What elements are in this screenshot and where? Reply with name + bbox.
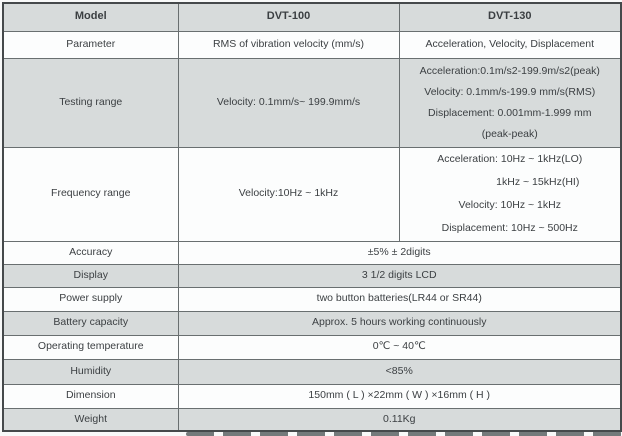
row-testing-range-dvt100: Velocity: 0.1mm/s~ 199.9mm/s bbox=[177, 57, 400, 148]
row-frequency-range-dvt130: Acceleration: 10Hz ~ 1kHz(LO) 1kHz ~ 15k… bbox=[398, 146, 622, 242]
header-dvt130: DVT-130 bbox=[398, 2, 622, 32]
row-humidity-label: Humidity bbox=[2, 358, 179, 385]
testing-range-line-velocity: Velocity: 0.1mm/s-199.9 mm/s(RMS) bbox=[424, 85, 596, 98]
row-display-label: Display bbox=[2, 263, 179, 288]
row-testing-range-dvt130: Acceleration:0.1m/s2-199.9m/s2(peak) Vel… bbox=[398, 57, 622, 148]
row-operating-temperature-value: 0℃ ~ 40℃ bbox=[177, 334, 622, 360]
header-model: Model bbox=[2, 2, 179, 32]
row-frequency-range-dvt100: Velocity:10Hz ~ 1kHz bbox=[177, 146, 400, 242]
row-operating-temperature: Operating temperature 0℃ ~ 40℃ bbox=[2, 334, 622, 360]
row-dimension-label: Dimension bbox=[2, 383, 179, 409]
row-operating-temperature-label: Operating temperature bbox=[2, 334, 179, 360]
frequency-range-line-displacement: Displacement: 10Hz ~ 500Hz bbox=[441, 222, 578, 234]
row-frequency-range-label: Frequency range bbox=[2, 146, 179, 242]
row-power-supply: Power supply two button batteries(LR44 o… bbox=[2, 286, 622, 312]
row-weight: Weight 0.11Kg bbox=[2, 407, 622, 432]
row-parameter-label: Parameter bbox=[2, 30, 179, 59]
row-weight-label: Weight bbox=[2, 407, 179, 432]
row-dimension-value: 150mm ( L ) ×22mm ( W ) ×16mm ( H ) bbox=[177, 383, 622, 409]
testing-range-line-acceleration: Acceleration:0.1m/s2-199.9m/s2(peak) bbox=[419, 64, 600, 77]
row-humidity: Humidity <85% bbox=[2, 358, 622, 385]
row-accuracy: Accuracy ±5% ± 2digits bbox=[2, 240, 622, 265]
testing-range-line-peak-peak: (peak-peak) bbox=[481, 127, 538, 140]
row-battery-capacity-value: Approx. 5 hours working continuously bbox=[177, 310, 622, 336]
row-frequency-range: Frequency range Velocity:10Hz ~ 1kHz Acc… bbox=[2, 146, 622, 242]
row-power-supply-value: two button batteries(LR44 or SR44) bbox=[177, 286, 622, 312]
row-display-value: 3 1/2 digits LCD bbox=[177, 263, 622, 288]
row-parameter-dvt130: Acceleration, Velocity, Displacement bbox=[398, 30, 622, 59]
row-weight-value: 0.11Kg bbox=[177, 407, 622, 432]
row-battery-capacity-label: Battery capacity bbox=[2, 310, 179, 336]
row-battery-capacity: Battery capacity Approx. 5 hours working… bbox=[2, 310, 622, 336]
row-display: Display 3 1/2 digits LCD bbox=[2, 263, 622, 288]
row-accuracy-value: ±5% ± 2digits bbox=[177, 240, 622, 265]
testing-range-line-displacement: Displacement: 0.001mm-1.999 mm bbox=[428, 106, 592, 119]
row-dimension: Dimension 150mm ( L ) ×22mm ( W ) ×16mm … bbox=[2, 383, 622, 409]
row-power-supply-label: Power supply bbox=[2, 286, 179, 312]
frequency-range-line-velocity: Velocity: 10Hz ~ 1kHz bbox=[458, 199, 561, 211]
row-parameter-dvt100: RMS of vibration velocity (mm/s) bbox=[177, 30, 400, 59]
row-humidity-value: <85% bbox=[177, 358, 622, 385]
header-dvt100: DVT-100 bbox=[177, 2, 400, 32]
scan-edge-artifact bbox=[186, 432, 622, 436]
row-testing-range-label: Testing range bbox=[2, 57, 179, 148]
frequency-range-line-acceleration-hi: 1kHz ~ 15kHz(HI) bbox=[496, 176, 580, 188]
row-testing-range: Testing range Velocity: 0.1mm/s~ 199.9mm… bbox=[2, 57, 622, 148]
row-accuracy-label: Accuracy bbox=[2, 240, 179, 265]
row-parameter: Parameter RMS of vibration velocity (mm/… bbox=[2, 30, 622, 59]
table-header-row: Model DVT-100 DVT-130 bbox=[2, 2, 622, 32]
frequency-range-line-acceleration: Acceleration: 10Hz ~ 1kHz(LO) bbox=[437, 153, 583, 165]
